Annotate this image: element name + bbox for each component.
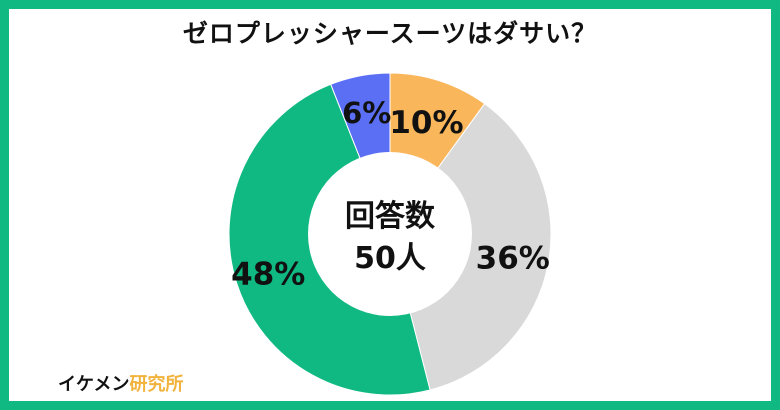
slice-label-3: 6% — [342, 96, 391, 130]
brand-text: イケメン — [58, 374, 130, 395]
brand-text-accent: 研究所 — [129, 374, 184, 395]
center-label-title: 回答数 — [345, 199, 436, 234]
brand-logo: イケメン研究所 — [58, 370, 183, 396]
chart-title: ゼロプレッシャースーツはダサい？ — [182, 19, 598, 48]
donut-hole — [308, 152, 472, 316]
slice-label-2: 48% — [231, 257, 305, 293]
slice-label-0: 10% — [389, 105, 463, 141]
slice-label-1: 36% — [476, 240, 550, 276]
center-label-count: 50人 — [354, 241, 426, 276]
